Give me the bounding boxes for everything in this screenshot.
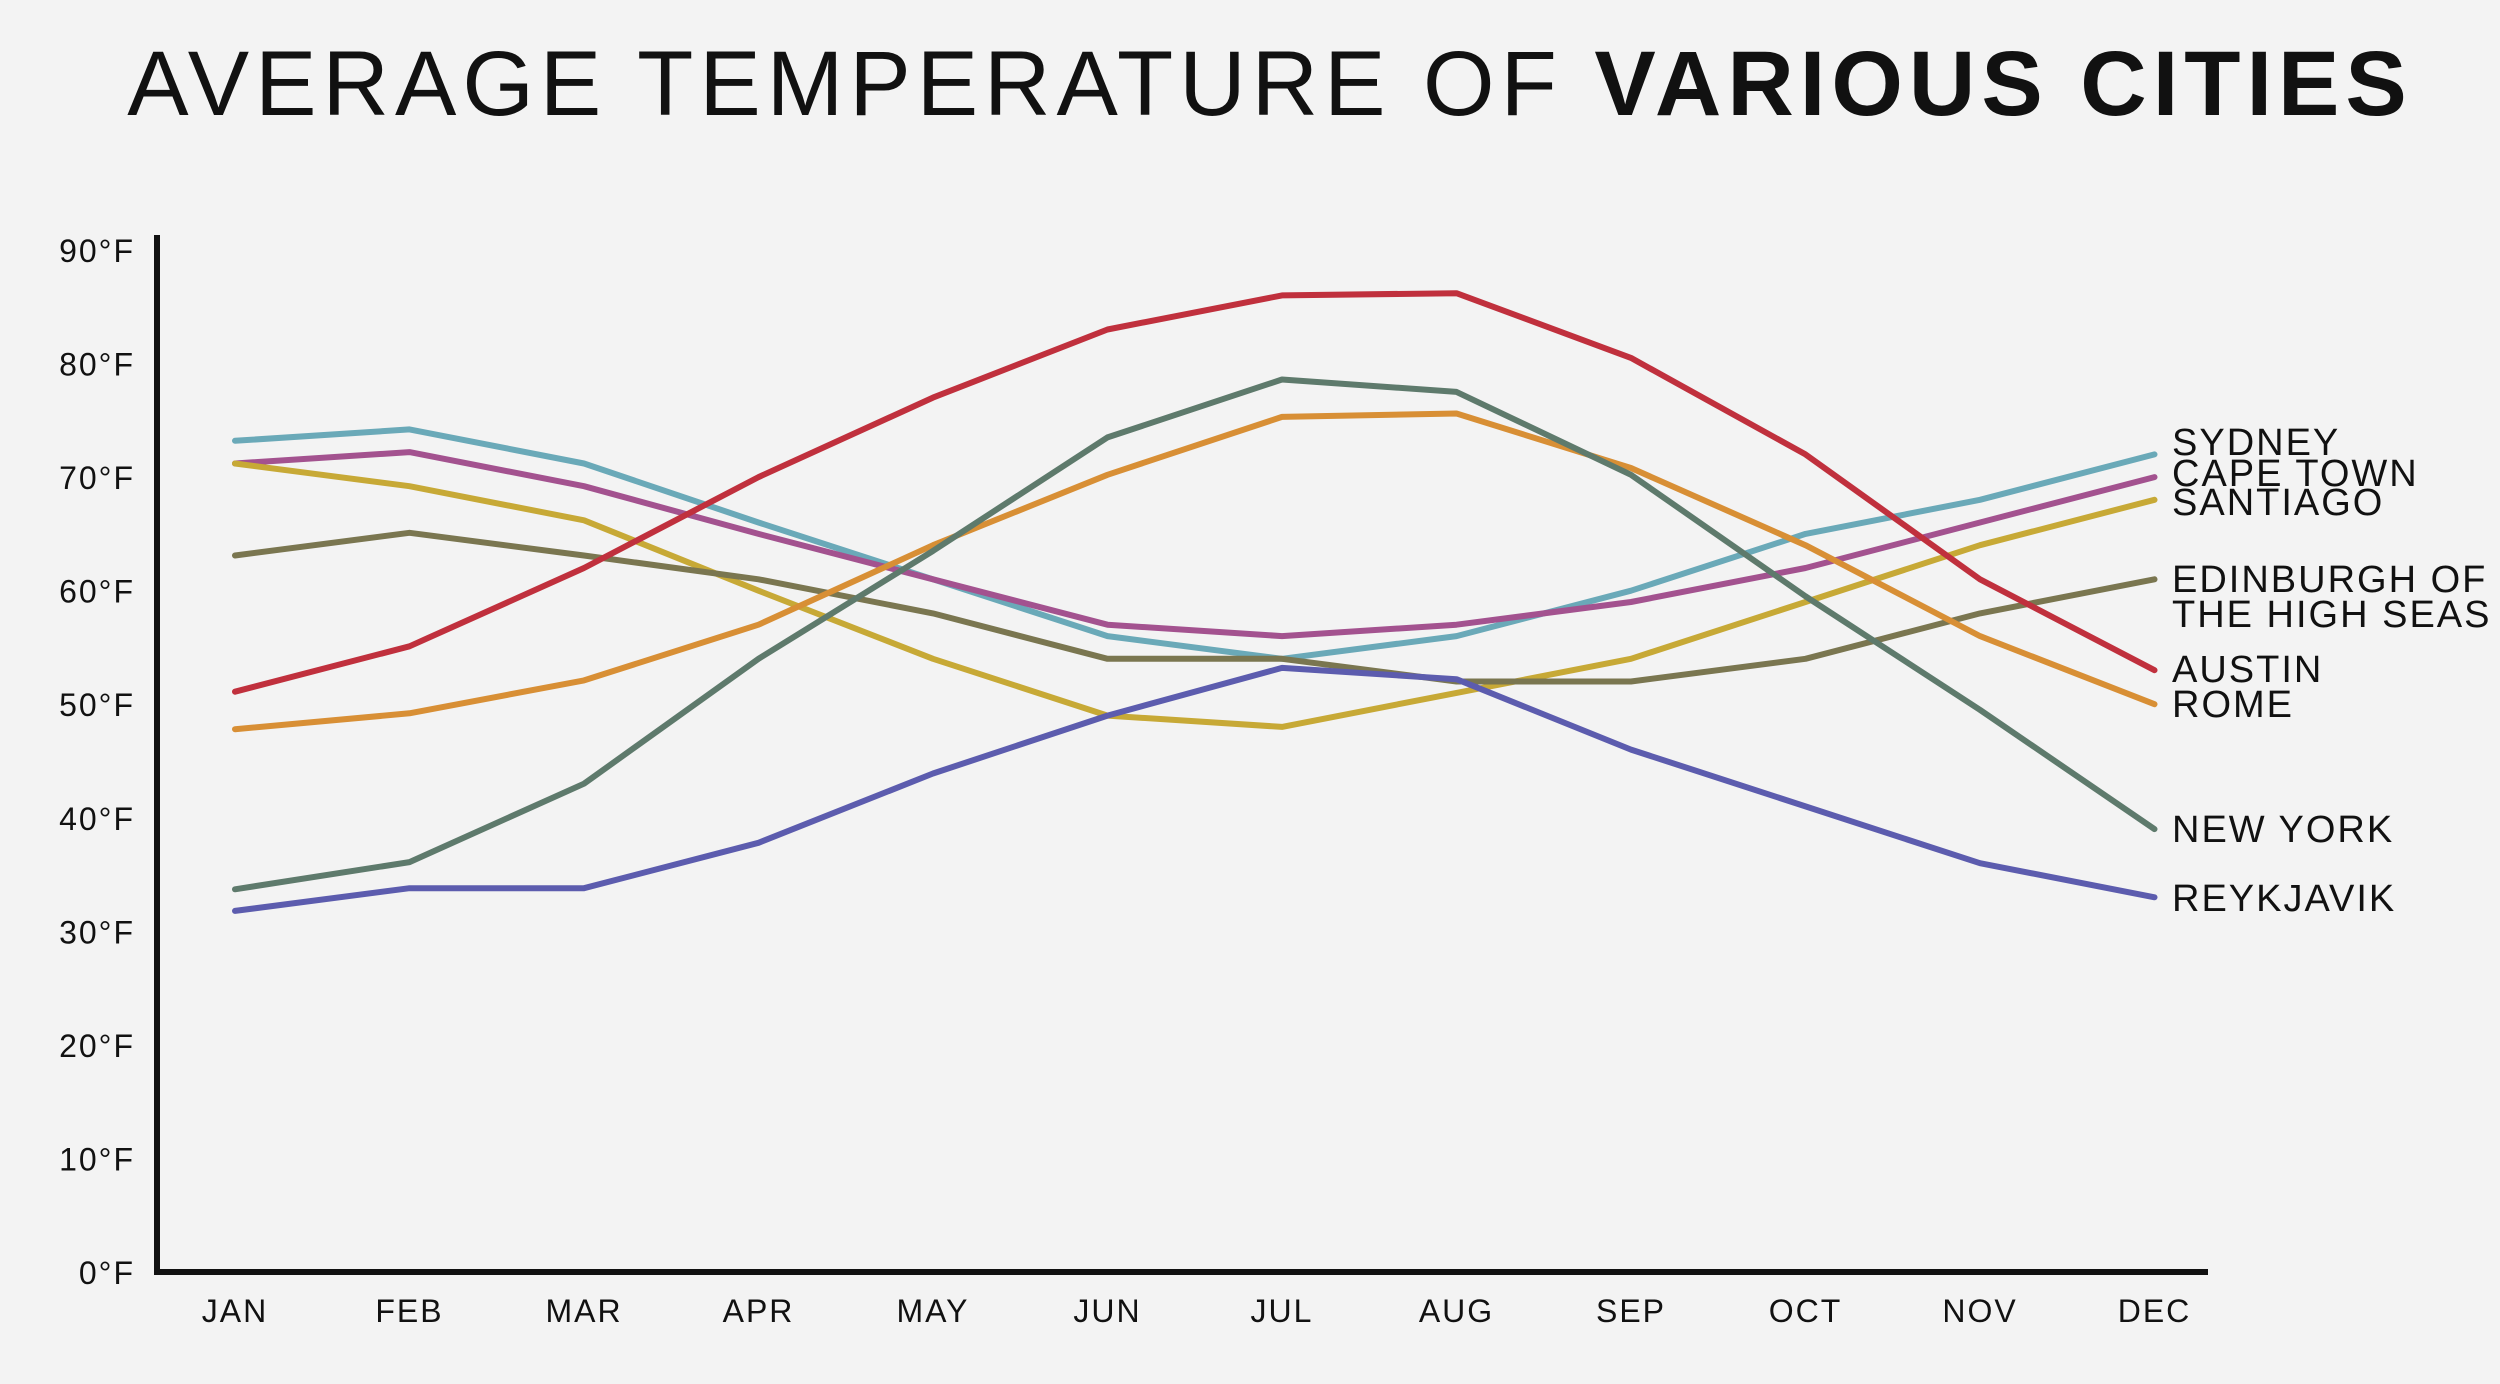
x-tick-label: JUN [1073,1293,1141,1329]
series-line-santiago [232,460,2158,730]
y-tick-label: 50°F [59,687,135,723]
x-tick-label: APR [723,1293,795,1329]
y-tick-label: 30°F [59,914,135,950]
y-tick-label: 70°F [59,460,135,496]
series-line-sydney [232,426,2158,662]
chart-title-part1: AVERAGE TEMPERATURE OF [127,33,1594,135]
series-line-austin [232,290,2158,695]
series-line-cape-town [232,449,2158,640]
series-line-new-york [232,376,2158,893]
y-tick-label: 10°F [59,1141,135,1177]
y-tick-labels: 0°F 10°F 20°F 30°F 40°F 50°F 60°F 70°F 80°F 90°F [59,233,135,1291]
y-tick-label: 20°F [59,1028,135,1064]
y-tick-label: 90°F [59,233,135,269]
series-label: AUSTIN [2172,649,2323,691]
series-label: CAPE TOWN [2172,453,2419,495]
y-tick-label: 60°F [59,574,135,610]
x-tick-label: JAN [202,1293,268,1329]
series-line-reykjavik [232,664,2158,914]
series-label: THE HIGH SEAS [2172,594,2492,636]
y-tick-label: 80°F [59,347,135,383]
chart-title-part2: VARIOUS CITIES [1594,33,2412,135]
x-tick-label: FEB [375,1293,443,1329]
series-label: ROME [2172,684,2294,726]
series-label: EDINBURGH OF [2172,559,2487,601]
series-lines [232,290,2158,914]
x-tick-label: JUL [1251,1293,1314,1329]
x-tick-label: NOV [1942,1293,2017,1329]
series-line-rome [232,410,2158,733]
x-tick-label: OCT [1769,1293,1843,1329]
series-label: SYDNEY [2172,422,2340,464]
x-tick-label: AUG [1419,1293,1494,1329]
series-label: SANTIAGO [2172,482,2384,524]
x-tick-labels: JAN FEB MAR APR MAY JUN JUL AUG SEP OCT NOV DEC [202,1293,2192,1329]
series-label: NEW YORK [2172,809,2394,851]
series-line-edinburgh-of-the-high-seas [232,529,2158,685]
x-tick-label: DEC [2118,1293,2192,1329]
chart-title: AVERAGE TEMPERATURE OF VARIOUS CITIES [127,33,2413,135]
y-tick-label: 0°F [79,1255,135,1291]
x-tick-label: SEP [1596,1293,1666,1329]
x-tick-label: MAY [897,1293,970,1329]
y-tick-label: 40°F [59,801,135,837]
x-tick-label: MAR [545,1293,622,1329]
series-label: REYKJAVIK [2172,878,2396,920]
